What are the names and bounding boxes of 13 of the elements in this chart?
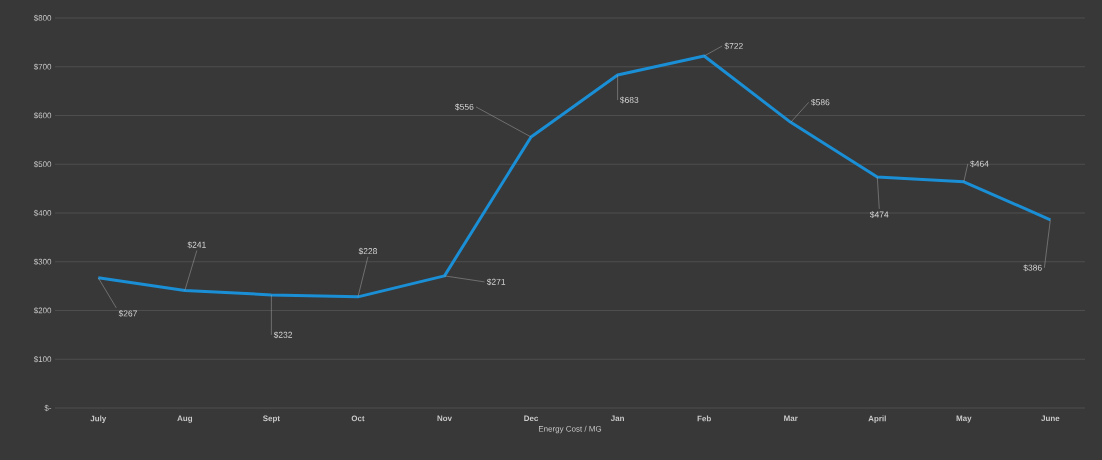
data-label: $683 (619, 96, 639, 104)
data-label: $241 (187, 241, 206, 249)
data-label: $228 (358, 247, 377, 255)
data-label: $474 (869, 211, 889, 219)
data-label: $271 (486, 278, 506, 286)
line-series (96, 54, 1052, 299)
data-label: $267 (118, 310, 137, 317)
data-label: $386 (1023, 264, 1042, 272)
data-label: $586 (811, 98, 830, 106)
data-label: $722 (724, 42, 743, 50)
data-label: $464 (970, 160, 989, 168)
data-label: $556 (455, 103, 474, 111)
data-label: $232 (273, 331, 293, 339)
